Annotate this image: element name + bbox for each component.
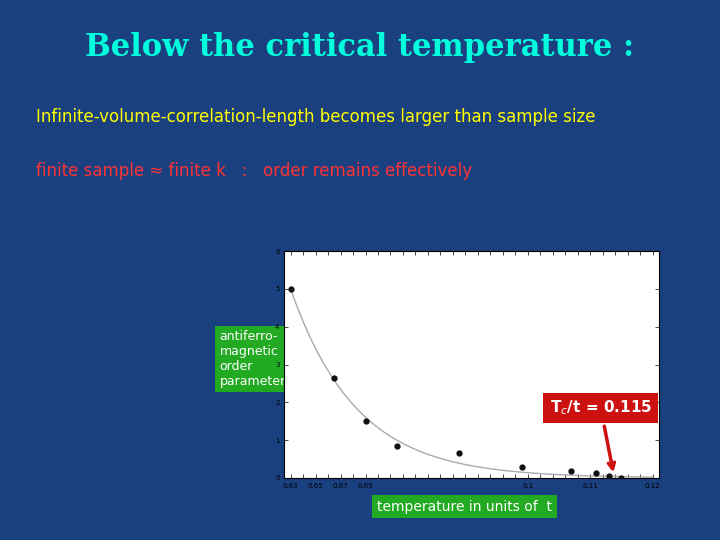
Text: Infinite-volume-correlation-length becomes larger than sample size: Infinite-volume-correlation-length becom… bbox=[36, 108, 595, 126]
Text: temperature in units of  t: temperature in units of t bbox=[377, 500, 552, 514]
Text: Below the critical temperature :: Below the critical temperature : bbox=[86, 32, 634, 63]
Text: T$_c$/t = 0.115: T$_c$/t = 0.115 bbox=[549, 399, 652, 469]
Text: finite sample ≈ finite k   :   order remains effectively: finite sample ≈ finite k : order remains… bbox=[36, 162, 472, 180]
Text: antiferro-
magnetic
order
parameter: antiferro- magnetic order parameter bbox=[220, 330, 286, 388]
